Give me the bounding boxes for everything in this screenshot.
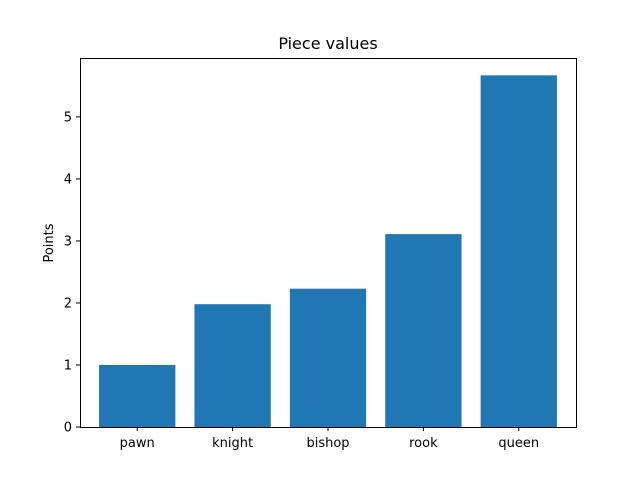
y-tick-label: 2 (64, 296, 72, 311)
plot-frame (80, 58, 577, 428)
y-axis-ticks: 0 1 2 3 4 5 (64, 110, 80, 436)
y-tick-label: 3 (64, 234, 72, 249)
bar-pawn (99, 364, 176, 427)
x-tick-label: pawn (120, 436, 155, 451)
x-tick-label: rook (409, 436, 438, 451)
x-tick-label: knight (212, 436, 253, 451)
x-axis-ticks: pawn knight bishop rook queen (120, 427, 539, 451)
y-tick-label: 4 (64, 172, 72, 187)
y-tick-label: 1 (64, 358, 72, 373)
bar-rook (385, 234, 462, 427)
bars-group (99, 75, 557, 427)
bar-queen (480, 75, 557, 427)
x-tick-label: queen (498, 436, 539, 451)
y-axis-title: Points (42, 223, 57, 262)
bar-knight (194, 304, 271, 427)
x-tick-label: bishop (306, 436, 349, 451)
chart-title: Piece values (278, 34, 377, 53)
y-tick-label: 5 (64, 110, 72, 125)
bar-bishop (289, 288, 367, 427)
y-tick-label: 0 (64, 421, 72, 436)
